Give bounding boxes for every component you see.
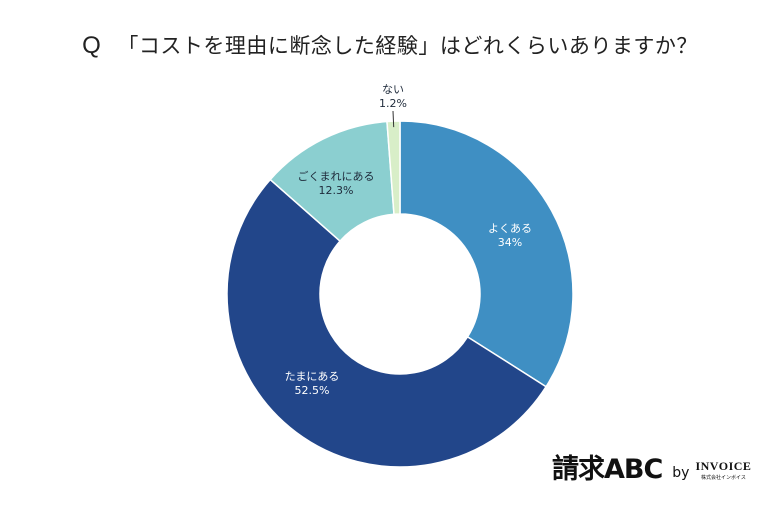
logo: 請求ABC by INVOICE 株式会社インボイス	[552, 456, 751, 484]
chart-title: Q 「コストを理由に断念した経験」はどれくらいありますか？	[0, 30, 780, 60]
leader-line	[392, 110, 395, 128]
slice-value-1: 52.5%	[295, 384, 330, 397]
logo-main: 請求ABC	[552, 454, 663, 485]
slice-label-2: ごくまれにある	[298, 169, 375, 183]
logo-brand-name: INVOICE	[695, 459, 752, 473]
slice-0	[399, 120, 574, 388]
slice-3	[386, 120, 401, 216]
slice-value-0: 34%	[498, 236, 522, 249]
slice-1	[226, 178, 548, 468]
slice-value-2: 12.3%	[319, 184, 354, 197]
slice-label-1: たまにある	[285, 370, 340, 383]
logo-brand-sub: 株式会社インボイス	[701, 475, 746, 481]
logo-brand: INVOICE 株式会社インボイス	[695, 459, 751, 481]
slice-label-0: よくある	[488, 222, 532, 235]
slice-label-3: ない	[382, 83, 404, 96]
question-mark-label: Q	[82, 32, 102, 59]
logo-by: by	[672, 465, 690, 481]
slice-value-3: 1.2%	[379, 97, 407, 110]
question-text: 「コストを理由に断念した経験」はどれくらいありますか？	[117, 34, 698, 58]
